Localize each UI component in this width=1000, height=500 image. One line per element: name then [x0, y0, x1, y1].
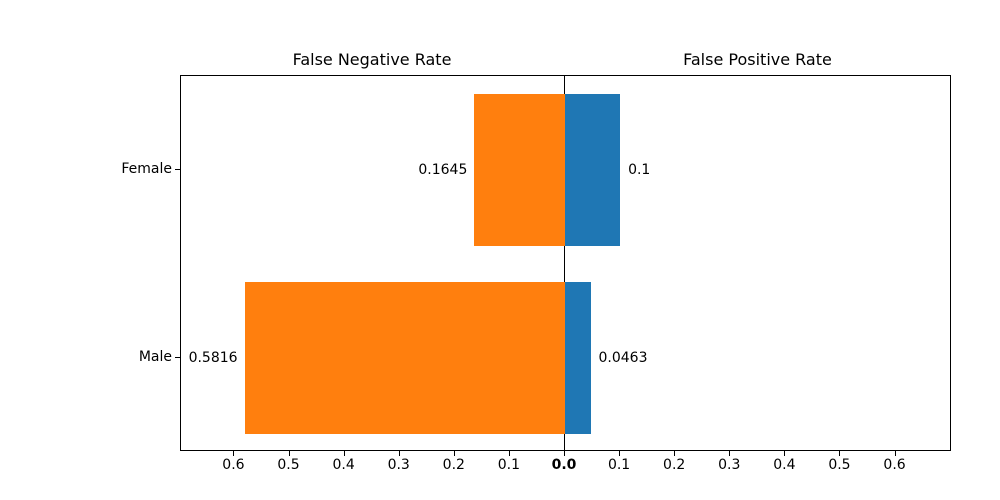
bar-false-positive-rate-female [565, 93, 621, 247]
x-tick-mark-right-0.1 [619, 451, 621, 456]
x-tick-label-left-0.3: 0.3 [387, 457, 410, 473]
x-tick-mark-left-0.1 [508, 451, 510, 456]
x-tick-label-left-0.4: 0.4 [332, 457, 355, 473]
x-tick-label-right-0.5: 0.5 [828, 457, 851, 473]
plot-area: 0.1645 0.1 0.5816 0.0463 [180, 75, 951, 451]
x-tick-mark-left-0.6 [233, 451, 235, 456]
x-tick-label-left-0.5: 0.5 [277, 457, 300, 473]
x-tick-label-left-0.6: 0.6 [222, 457, 245, 473]
x-tick-mark-center-0.0 [564, 451, 565, 456]
x-tick-mark-right-0.4 [784, 451, 786, 456]
bar-false-positive-rate-male [565, 281, 591, 435]
x-tick-label-right-0.1: 0.1 [607, 457, 631, 473]
x-tick-mark-right-0.2 [674, 451, 676, 456]
bar-false-negative-rate-male [244, 281, 565, 435]
zero-axis-line [564, 76, 565, 450]
y-tick-mark-female [175, 169, 180, 170]
value-label-false-negative-rate-female: 0.1645 [418, 162, 468, 178]
x-tick-label-center-0.0: 0.0 [551, 457, 577, 473]
left-subplot-title: False Negative Rate [292, 50, 452, 69]
x-tick-mark-left-0.3 [398, 451, 400, 456]
x-tick-label-right-0.3: 0.3 [718, 457, 741, 473]
x-tick-mark-left-0.4 [343, 451, 345, 456]
x-tick-label-left-0.2: 0.2 [442, 457, 465, 473]
value-label-false-positive-rate-female: 0.1 [628, 162, 651, 178]
x-tick-mark-left-0.2 [453, 451, 455, 456]
x-tick-label-right-0.2: 0.2 [663, 457, 686, 473]
y-tick-label-female: Female [121, 161, 172, 177]
value-label-false-negative-rate-male: 0.5816 [188, 350, 238, 366]
x-tick-mark-right-0.3 [729, 451, 731, 456]
x-tick-mark-right-0.5 [839, 451, 841, 456]
x-tick-mark-right-0.6 [894, 451, 896, 456]
value-label-false-positive-rate-male: 0.0463 [598, 350, 648, 366]
x-tick-label-right-0.6: 0.6 [883, 457, 906, 473]
y-tick-mark-male [175, 357, 180, 358]
x-tick-label-right-0.4: 0.4 [773, 457, 796, 473]
y-tick-label-male: Male [138, 349, 172, 365]
right-subplot-title: False Positive Rate [683, 50, 832, 69]
x-tick-mark-left-0.5 [288, 451, 290, 456]
bar-false-negative-rate-female [474, 93, 565, 247]
x-tick-label-left-0.1: 0.1 [497, 457, 521, 473]
